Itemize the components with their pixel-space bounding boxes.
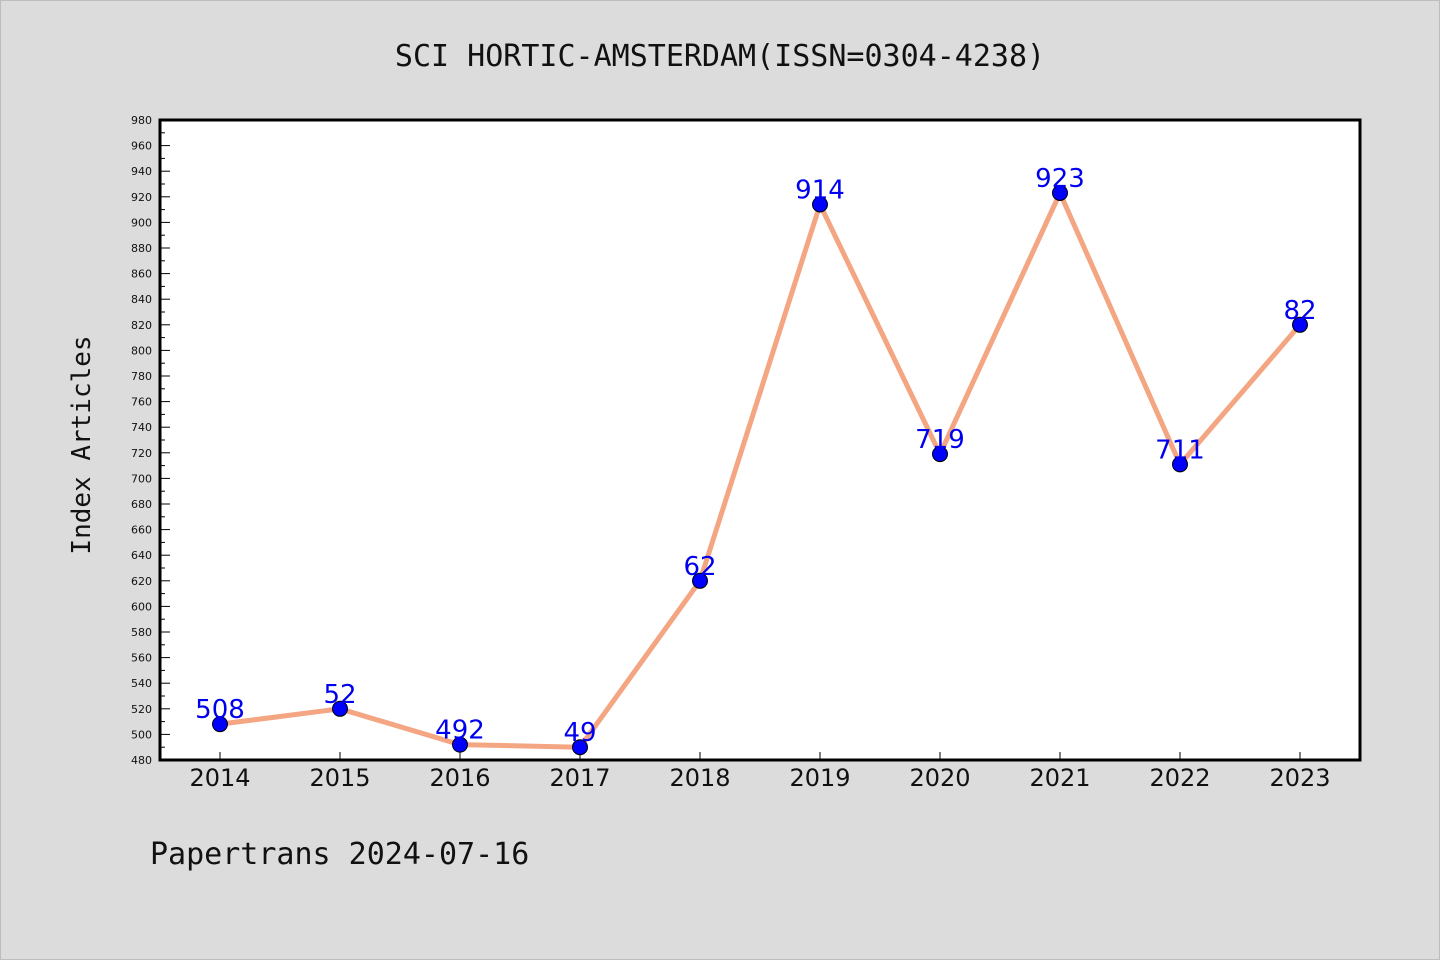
y-tick-label: 540: [131, 677, 152, 690]
y-tick-label: 720: [131, 447, 152, 460]
data-label: 49: [563, 718, 596, 748]
y-tick-label: 820: [131, 319, 152, 332]
y-tick-label: 940: [131, 165, 152, 178]
y-tick-label: 880: [131, 242, 152, 255]
series-line: [219, 190, 1302, 750]
y-tick-label: 760: [131, 396, 152, 409]
y-tick-label: 860: [131, 268, 152, 281]
y-axis: 480 500 520 540 560 580 600 620 640 660 680 700 720 7…: [131, 114, 170, 767]
data-label: 711: [1155, 435, 1205, 465]
y-tick-label: 920: [131, 191, 152, 204]
data-label: 923: [1035, 164, 1085, 194]
y-tick-label: 520: [131, 703, 152, 716]
y-tick-label: 620: [131, 575, 152, 588]
x-axis: 2014 2015 2016 2017 2018 2019 2020 2021 2022 2023: [189, 752, 1331, 792]
x-tick-label: 2022: [1149, 764, 1210, 792]
data-label: 492: [435, 716, 485, 746]
x-tick-label: 2015: [309, 764, 370, 792]
data-label: 62: [683, 552, 716, 582]
y-axis-label: Index Articles: [67, 335, 97, 554]
chart-title: SCI HORTIC-AMSTERDAM(ISSN=0304-4238): [395, 39, 1045, 74]
data-point: [332, 700, 348, 717]
x-tick-label: 2017: [549, 764, 610, 792]
y-tick-label: 680: [131, 498, 152, 511]
footer-watermark: Papertrans 2024-07-16: [150, 837, 529, 872]
data-label: 82: [1283, 296, 1316, 326]
y-tick-label: 840: [131, 293, 152, 306]
data-point: [452, 736, 468, 753]
y-tick-label: 660: [131, 524, 152, 537]
data-point: [812, 196, 828, 213]
data-point: [212, 716, 228, 733]
data-point: [1292, 316, 1308, 333]
y-tick-label: 780: [131, 370, 152, 383]
plot-area: [158, 118, 1362, 762]
y-tick-label: 480: [131, 754, 152, 767]
y-tick-label: 560: [131, 652, 152, 665]
data-label: 719: [915, 425, 965, 455]
x-tick-label: 2016: [429, 764, 490, 792]
x-tick-label: 2023: [1269, 764, 1330, 792]
data-point: [1172, 456, 1188, 473]
data-point: [1052, 184, 1068, 201]
y-tick-label: 980: [131, 114, 152, 127]
x-tick-label: 2018: [669, 764, 730, 792]
data-point: [572, 739, 588, 756]
x-tick-label: 2019: [789, 764, 850, 792]
x-tick-label: 2014: [189, 764, 250, 792]
data-point: [692, 572, 708, 589]
y-tick-label: 960: [131, 140, 152, 153]
data-label: 914: [795, 175, 845, 205]
y-tick-label: 740: [131, 421, 152, 434]
y-tick-label: 580: [131, 626, 152, 639]
data-label: 52: [323, 680, 356, 710]
y-tick-label: 700: [131, 472, 152, 485]
data-point: [932, 446, 948, 463]
series-layer: [212, 184, 1308, 756]
y-tick-label: 640: [131, 549, 152, 562]
data-labels: 508 52 492 49 62 914 719 923 711 82: [195, 164, 1316, 748]
y-tick-label: 800: [131, 344, 152, 357]
y-tick-label: 600: [131, 600, 152, 613]
x-tick-label: 2020: [909, 764, 970, 792]
y-tick-label: 900: [131, 216, 152, 229]
data-label: 508: [195, 695, 245, 725]
y-tick-label: 500: [131, 728, 152, 741]
x-tick-label: 2021: [1029, 764, 1090, 792]
